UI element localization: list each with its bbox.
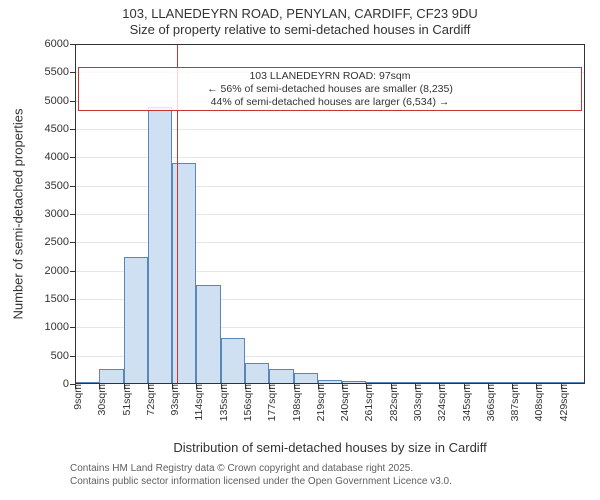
y-axis-label: Number of semi-detached properties [11, 109, 26, 320]
x-tick-label: 177sqm [260, 384, 278, 421]
x-tick-label: 72sqm [139, 384, 157, 416]
y-tick-label: 5000 [45, 95, 75, 107]
x-tick-label: 303sqm [406, 384, 424, 421]
y-tick-label: 1000 [45, 321, 75, 333]
x-tick-label: 282sqm [382, 384, 400, 421]
x-axis-label: Distribution of semi-detached houses by … [173, 440, 486, 455]
y-tick-label: 3000 [45, 208, 75, 220]
y-tick-label: 3500 [45, 180, 75, 192]
x-tick-label: 408sqm [527, 384, 545, 421]
x-tick-label: 429sqm [552, 384, 570, 421]
x-tick-label: 93sqm [163, 384, 181, 416]
x-tick-label: 345sqm [455, 384, 473, 421]
chart-container: { "title_line1": "103, LLANEDEYRN ROAD, … [0, 0, 600, 500]
x-tick-label: 198sqm [285, 384, 303, 421]
x-tick-label: 240sqm [333, 384, 351, 421]
x-tick-label: 9sqm [66, 384, 84, 410]
plot-area: 103 LLANEDEYRN ROAD: 97sqm ← 56% of semi… [75, 44, 585, 384]
title-line-1: 103, LLANEDEYRN ROAD, PENYLAN, CARDIFF, … [0, 0, 600, 22]
x-tick-label: 387sqm [503, 384, 521, 421]
y-tick-label: 5500 [45, 66, 75, 78]
x-tick-label: 261sqm [357, 384, 375, 421]
x-tick-label: 135sqm [212, 384, 230, 421]
y-tick-label: 4500 [45, 123, 75, 135]
y-tick-label: 4000 [45, 151, 75, 163]
y-tick-label: 2500 [45, 236, 75, 248]
y-tick-label: 1500 [45, 293, 75, 305]
footer-line-2: Contains public sector information licen… [70, 475, 452, 488]
y-tick-label: 500 [51, 350, 75, 362]
y-tick-label: 2000 [45, 265, 75, 277]
footer-attribution: Contains HM Land Registry data © Crown c… [70, 462, 452, 488]
x-tick-label: 219sqm [309, 384, 327, 421]
x-tick-label: 156sqm [236, 384, 254, 421]
title-line-2: Size of property relative to semi-detach… [0, 22, 600, 42]
x-tick-label: 366sqm [479, 384, 497, 421]
x-tick-label: 51sqm [115, 384, 133, 416]
x-tick-label: 30sqm [90, 384, 108, 416]
y-tick-label: 6000 [45, 38, 75, 50]
x-tick-label: 324sqm [430, 384, 448, 421]
x-tick-label: 114sqm [187, 384, 205, 421]
plot-border [75, 44, 585, 384]
footer-line-1: Contains HM Land Registry data © Crown c… [70, 462, 452, 475]
